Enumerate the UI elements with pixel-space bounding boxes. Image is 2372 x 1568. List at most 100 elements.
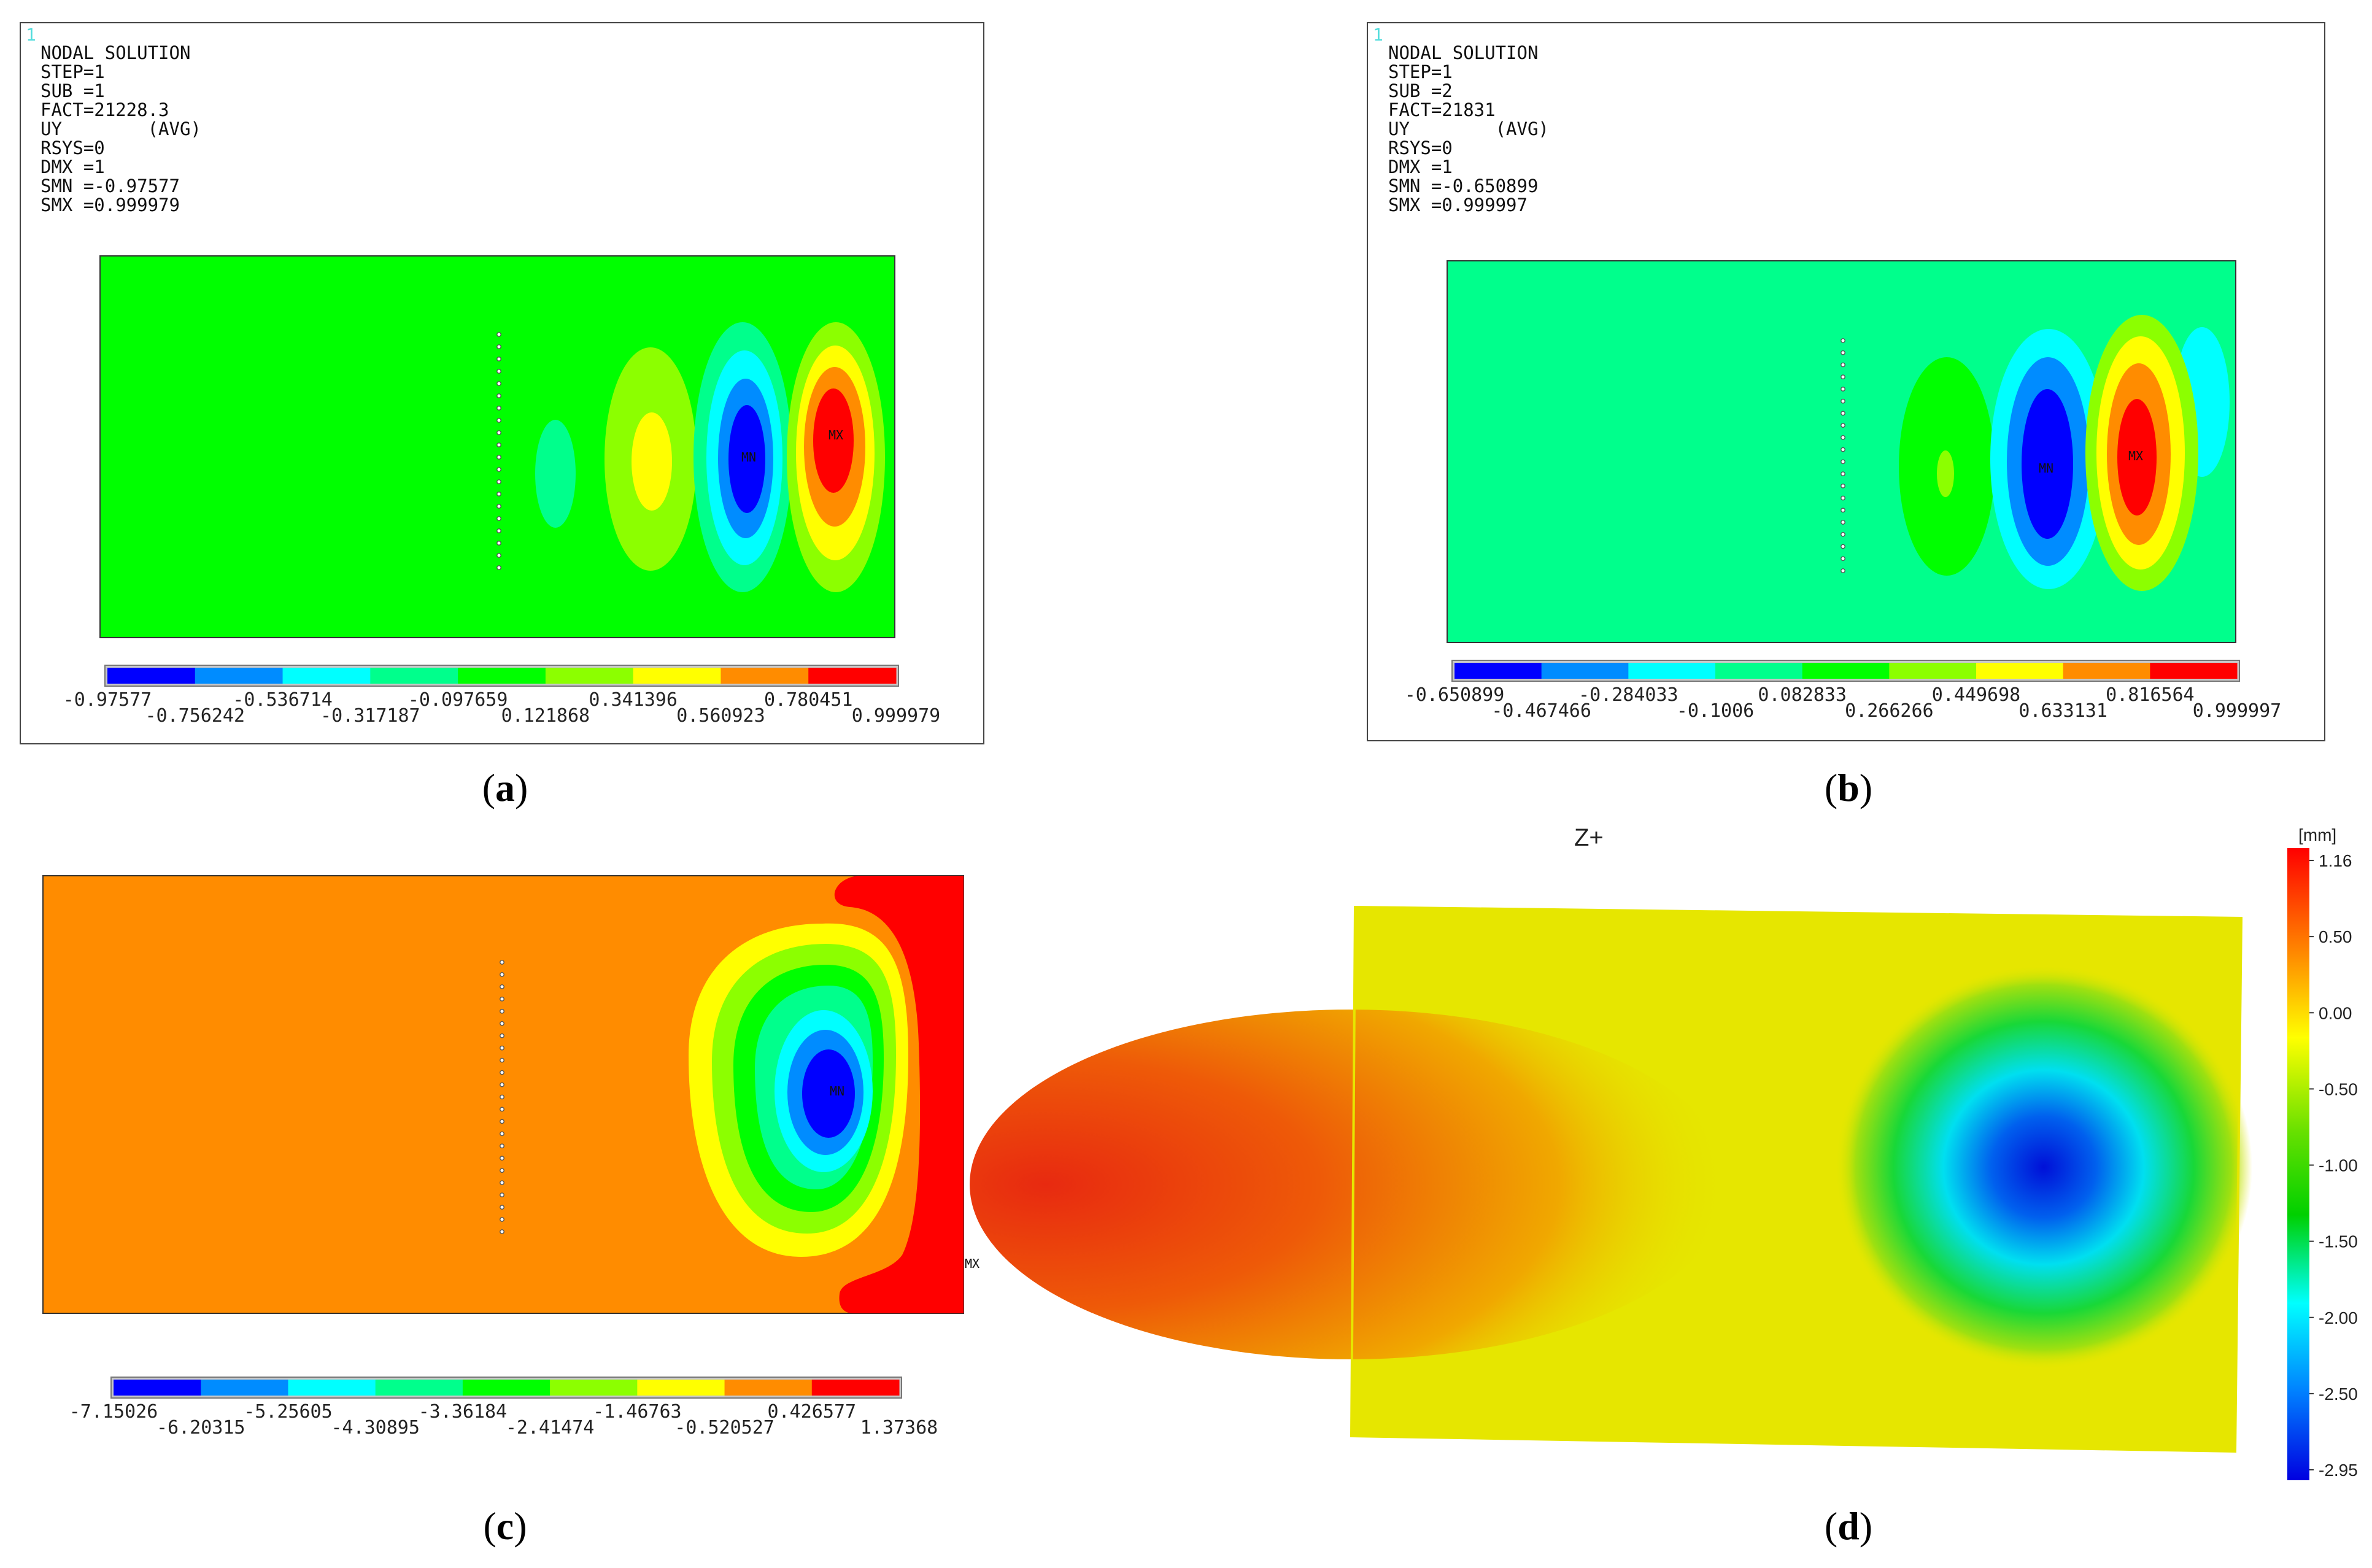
scale-tick-label: -1.00 [2319, 1156, 2358, 1175]
node-marker [1841, 362, 1845, 368]
legend-label-bottom: 0.121868 [501, 705, 590, 727]
scale-tick-label: -2.00 [2319, 1308, 2358, 1327]
node-marker [496, 467, 501, 472]
panel-b-max-lobe [2085, 315, 2198, 591]
panel-a-info-line: UY (AVG) [41, 118, 201, 139]
legend-swatch [550, 1380, 638, 1396]
node-marker [496, 430, 501, 435]
legend-label-bottom: 0.633131 [2019, 700, 2107, 722]
legend-label-top: 0.816564 [2106, 684, 2195, 706]
node-marker [500, 1082, 504, 1087]
legend-swatch [1889, 663, 1977, 679]
node-marker [496, 541, 501, 546]
legend-swatch [1976, 663, 2064, 679]
legend-swatch [282, 668, 371, 684]
node-marker [500, 1229, 504, 1234]
node-marker [500, 1156, 504, 1161]
panel-a-plot: MN MX [99, 255, 895, 638]
node-marker [500, 1008, 504, 1014]
node-marker [1841, 568, 1845, 573]
caption-letter: a [495, 766, 515, 809]
contour-a1 [535, 420, 576, 528]
legend-label-top: 0.780451 [764, 689, 853, 711]
legend-swatch [370, 668, 458, 684]
node-marker [1841, 338, 1845, 343]
node-marker [1841, 374, 1845, 380]
legend-swatch [2063, 663, 2150, 679]
caption-letter: c [496, 1504, 514, 1548]
panel-a-min-marker: MN [741, 450, 756, 465]
panel-a-min-lobe [693, 322, 792, 592]
panel-d-view-label: Z+ [1574, 824, 1604, 851]
scale-tick-label: 0.00 [2319, 1003, 2352, 1022]
legend-swatch [195, 668, 284, 684]
node-marker [500, 1192, 504, 1198]
legend-swatch [724, 1380, 813, 1396]
legend-label-bottom: -0.1006 [1677, 700, 1754, 722]
node-marker [1841, 459, 1845, 465]
panel-d-color-scale: [mm] 1.16 0.50 0.00 -0.50 -1.00 -1.50 -2.00 -2.… [2287, 825, 2358, 1480]
node-marker [496, 357, 501, 361]
scale-tick-label: -0.50 [2319, 1079, 2358, 1099]
node-marker [500, 1094, 504, 1100]
node-marker [500, 1217, 504, 1222]
scale-tick-label: -2.50 [2319, 1385, 2358, 1404]
legend-swatch [633, 668, 721, 684]
panel-a-info-line: NODAL SOLUTION [41, 42, 190, 63]
node-marker [1841, 398, 1845, 404]
caption-c: (c) [483, 1504, 527, 1548]
legend-swatch [1628, 663, 1716, 679]
legend-label-bottom: -6.20315 [156, 1417, 245, 1439]
node-marker [500, 1070, 504, 1075]
node-marker [500, 1168, 504, 1173]
scale-tick-label: -2.95 [2319, 1461, 2358, 1480]
panel-b-plot: MN MX [1447, 260, 2236, 643]
legend-label-top: -7.15026 [69, 1401, 158, 1423]
legend-label-bottom: -2.41474 [506, 1417, 595, 1439]
legend-swatch [637, 1380, 725, 1396]
node-marker [496, 442, 501, 447]
panel-d-surface [970, 905, 2252, 1453]
panel-c-plot: MN MX [42, 875, 979, 1314]
legend-label-bottom: 0.560923 [676, 705, 765, 727]
scale-tick-label: 0.50 [2319, 927, 2352, 946]
node-marker [500, 984, 504, 989]
caption-b: (b) [1825, 766, 1872, 809]
legend-label-bottom: -0.520527 [674, 1417, 775, 1439]
legend-swatch [1541, 663, 1629, 679]
panel-b-max-marker: MX [2128, 449, 2143, 463]
legend-label-top: -0.650899 [1405, 684, 1505, 706]
panel-a-info-line: FACT=21228.3 [41, 99, 169, 120]
panel-c: MN MX -7.15026 -5.25605 -3.36184 -1.46763 0.… [42, 875, 979, 1439]
node-marker [1841, 556, 1845, 562]
contour-a3 [632, 412, 672, 511]
legend-label-bottom: -0.317187 [320, 705, 420, 727]
legend-label-top: -0.097659 [408, 689, 508, 711]
legend-label-top: 0.082833 [1758, 684, 1847, 706]
node-marker [496, 479, 501, 484]
node-marker [1841, 508, 1845, 513]
contour-b2 [1937, 450, 1954, 497]
legend-label-bottom: 0.266266 [1845, 700, 1934, 722]
node-marker [496, 528, 501, 533]
legend-swatch [201, 1380, 288, 1396]
node-marker [500, 960, 504, 965]
panel-b-info-line: NODAL SOLUTION [1388, 42, 1538, 63]
legend-swatch [2150, 663, 2238, 679]
panel-b-info-line: UY (AVG) [1388, 118, 1549, 139]
caption-a: (a) [482, 766, 528, 809]
panel-b-info-line: FACT=21831 [1388, 99, 1496, 120]
legend-label-top: 0.449698 [1932, 684, 2021, 706]
panel-a-node-column [496, 332, 501, 570]
legend-swatch [1715, 663, 1803, 679]
panel-c-red-region [834, 876, 964, 1313]
node-marker [1841, 423, 1845, 428]
panel-d-scale-bar [2287, 848, 2309, 1480]
node-marker [1841, 434, 1845, 440]
node-marker [496, 332, 501, 337]
node-marker [500, 1045, 504, 1051]
node-marker [500, 972, 504, 977]
legend-swatch [458, 668, 546, 684]
